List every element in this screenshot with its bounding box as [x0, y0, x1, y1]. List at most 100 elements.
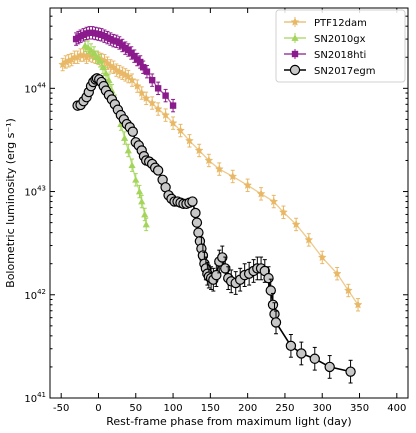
- data-point: [147, 98, 157, 107]
- y-tick-label: 1044: [24, 81, 46, 95]
- data-point: [132, 81, 142, 90]
- data-point: [128, 161, 136, 169]
- data-point: [243, 180, 253, 190]
- data-point: [148, 76, 156, 84]
- legend-label: SN2018hti: [314, 50, 366, 61]
- series-sn2017egm: [72, 73, 356, 384]
- data-point: [143, 68, 151, 75]
- data-point: [291, 219, 301, 229]
- data-point: [161, 110, 171, 119]
- data-point: [102, 69, 110, 77]
- data-point: [270, 317, 282, 328]
- legend-item: SN2017egm: [284, 64, 376, 77]
- data-point: [137, 58, 144, 66]
- legend-marker: [290, 17, 300, 26]
- data-point: [194, 145, 204, 155]
- x-tick-label: 350: [350, 403, 369, 414]
- data-point: [120, 134, 129, 141]
- x-tick-label: 150: [201, 403, 220, 414]
- data-point: [152, 165, 164, 176]
- data-point: [84, 43, 92, 51]
- data-point: [324, 361, 335, 373]
- data-point: [228, 171, 238, 181]
- data-point: [185, 136, 194, 145]
- data-point: [187, 196, 198, 207]
- data-point: [220, 263, 231, 274]
- data-point: [214, 164, 224, 173]
- x-tick-label: 300: [313, 403, 332, 414]
- data-point: [127, 126, 138, 137]
- data-point: [191, 217, 203, 228]
- data-point: [127, 75, 137, 84]
- data-point: [131, 52, 138, 60]
- data-point: [132, 176, 140, 183]
- series-sn2010gx: [81, 38, 150, 232]
- series-sn2018hti: [72, 26, 177, 113]
- data-point: [142, 220, 150, 228]
- data-point: [296, 348, 307, 359]
- legend-label: SN2017egm: [314, 66, 376, 77]
- data-point: [190, 207, 201, 219]
- data-point: [138, 197, 146, 205]
- data-point: [87, 46, 95, 53]
- data-point: [285, 340, 297, 352]
- legend-label: SN2010gx: [314, 34, 366, 45]
- data-point: [153, 104, 163, 113]
- plot-frame: [49, 7, 409, 399]
- data-point: [140, 64, 147, 71]
- data-point: [176, 125, 185, 135]
- data-point: [309, 353, 320, 364]
- x-tick-label: 200: [238, 403, 257, 414]
- data-point: [141, 210, 149, 218]
- data-point: [269, 196, 279, 206]
- plot-area: -50 0 50 100 150 200 250 300 350 400 1041 1042 1043 1…: [24, 7, 409, 414]
- legend-marker: [291, 34, 299, 41]
- data-point: [256, 189, 266, 198]
- data-point: [267, 299, 279, 310]
- series-layer: [58, 26, 363, 384]
- legend-items: PTF12dam SN2010gx SN2018hti SN2017egm: [284, 17, 376, 77]
- data-point: [193, 227, 204, 238]
- data-point: [105, 76, 113, 84]
- data-point: [265, 285, 276, 296]
- data-point: [90, 49, 98, 56]
- x-tick-label: 50: [129, 403, 142, 414]
- data-point: [169, 102, 177, 109]
- data-point: [162, 92, 169, 99]
- x-axis-label: Rest-frame phase from maximum light (day…: [106, 415, 351, 428]
- data-point: [141, 93, 151, 103]
- legend: PTF12dam SN2010gx SN2018hti SN2017egm: [275, 9, 406, 83]
- data-point: [317, 252, 327, 262]
- legend-frame: [275, 9, 406, 83]
- x-tick-label: 400: [387, 403, 406, 414]
- data-point: [304, 235, 314, 244]
- x-tick-label: 100: [164, 403, 183, 414]
- y-tick-label: 1043: [24, 185, 46, 199]
- data-point: [93, 53, 101, 61]
- x-tick-label: 0: [95, 403, 101, 414]
- series-ptf12dam: [58, 48, 363, 312]
- data-point: [353, 300, 363, 309]
- data-point: [96, 57, 104, 64]
- data-point: [124, 146, 132, 154]
- legend-item: SN2018hti: [284, 49, 366, 61]
- data-point: [263, 272, 274, 284]
- y-axis-label: Bolometric luminosity (erg s⁻¹): [4, 118, 17, 288]
- legend-marker: [289, 64, 301, 76]
- x-tick-label: 250: [275, 403, 294, 414]
- data-point: [345, 366, 356, 377]
- legend-marker: [291, 50, 299, 58]
- legend-item: PTF12dam: [284, 17, 367, 29]
- data-point: [279, 207, 288, 217]
- legend-label: PTF12dam: [314, 18, 367, 29]
- data-point: [123, 71, 133, 81]
- ticks-layer: -50 0 50 100 150 200 250 300 350 400 1041 1042 1043 1…: [24, 7, 408, 414]
- series-line: [77, 77, 351, 373]
- data-point: [99, 63, 107, 71]
- data-point: [168, 118, 178, 127]
- y-tick-label: 1042: [24, 288, 46, 302]
- y-tick-label: 1041: [24, 391, 46, 405]
- data-point: [135, 187, 144, 195]
- data-point: [204, 155, 214, 165]
